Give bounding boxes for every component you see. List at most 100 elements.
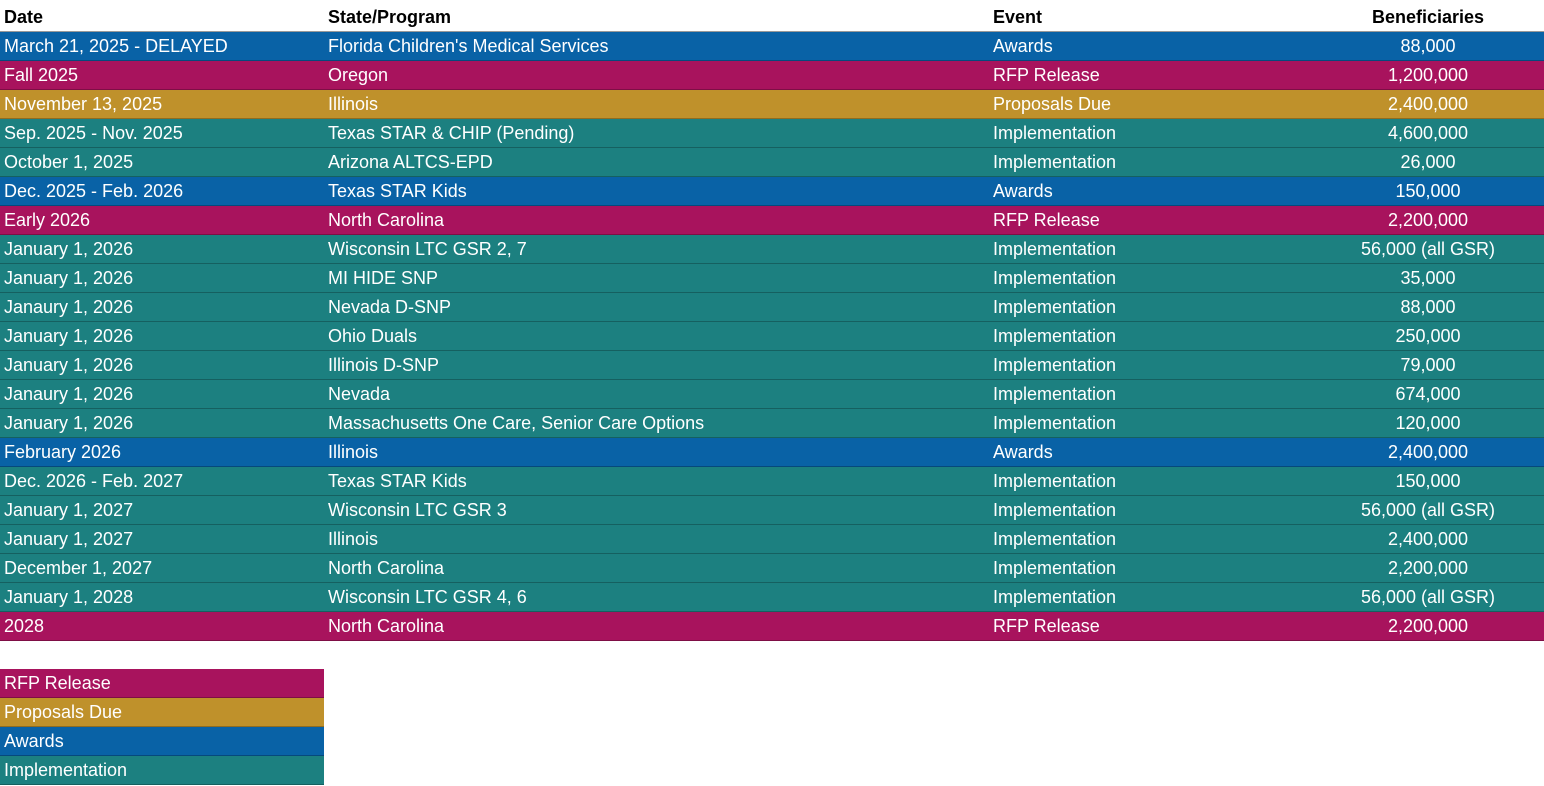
table-cell: Implementation xyxy=(993,587,1117,607)
table-cell: RFP Release xyxy=(993,210,1100,230)
table-cell: Texas STAR Kids xyxy=(328,471,467,491)
table-cell: March 21, 2025 - DELAYED xyxy=(4,36,228,56)
legend-label: Proposals Due xyxy=(4,702,123,722)
table-cell: Awards xyxy=(993,181,1053,201)
table-row: Janaury 1, 2026 Nevada Implementation 674,0… xyxy=(0,380,1544,409)
table-cell: 2028 xyxy=(4,616,45,636)
table-cell: North Carolina xyxy=(328,558,445,578)
table-row: January 1, 2026 MI HIDE SNP Implementation… xyxy=(0,264,1544,293)
table-row: March 21, 2025 - DELAYED Florida Children… xyxy=(0,32,1544,61)
header-cell: Beneficiaries xyxy=(1371,7,1485,27)
table-cell: Nevada D-SNP xyxy=(328,297,452,317)
table-row: January 1, 2027 Illinois Implementation 2,4… xyxy=(0,525,1544,554)
table-cell: Wisconsin LTC GSR 3 xyxy=(328,500,507,520)
table-cell: Wisconsin LTC GSR 4, 6 xyxy=(328,587,527,607)
table-cell: Implementation xyxy=(993,500,1117,520)
table-row: 2028 North Carolina RFP Release 2,200,000 xyxy=(0,612,1544,641)
table-row: Sep. 2025 - Nov. 2025 Texas STAR & CHIP (… xyxy=(0,119,1544,148)
table-cell: Implementation xyxy=(993,152,1117,172)
table-cell: Dec. 2025 - Feb. 2026 xyxy=(4,181,184,201)
table-cell: 674,000 xyxy=(1395,384,1461,404)
table-cell: Awards xyxy=(993,36,1053,56)
table-cell: Awards xyxy=(993,442,1053,462)
table-cell: 79,000 xyxy=(1400,355,1456,375)
table-cell: January 1, 2026 xyxy=(4,355,134,375)
table-cell: RFP Release xyxy=(993,65,1100,85)
legend-label: Implementation xyxy=(4,760,128,780)
table-row: Janaury 1, 2026 Nevada D-SNP Implementatio… xyxy=(0,293,1544,322)
table-cell: January 1, 2026 xyxy=(4,326,134,346)
table-row: January 1, 2028 Wisconsin LTC GSR 4, 6 Imp… xyxy=(0,583,1544,612)
table-row: Early 2026 North Carolina RFP Release 2,200… xyxy=(0,206,1544,235)
table-cell: Implementation xyxy=(993,558,1117,578)
table-cell: Nevada xyxy=(328,384,391,404)
table-cell: January 1, 2027 xyxy=(4,500,134,520)
table-cell: 2,200,000 xyxy=(1387,616,1469,636)
table-cell: Implementation xyxy=(993,123,1117,143)
table-cell: 120,000 xyxy=(1395,413,1461,433)
header-cell: Date xyxy=(4,7,44,27)
table-cell: North Carolina xyxy=(328,616,445,636)
table-cell: February 2026 xyxy=(4,442,122,462)
table-cell: January 1, 2026 xyxy=(4,413,134,433)
table-cell: January 1, 2027 xyxy=(4,529,134,549)
table-cell: Arizona ALTCS-EPD xyxy=(328,152,493,172)
table-cell: November 13, 2025 xyxy=(4,94,163,114)
legend-label: RFP Release xyxy=(4,673,111,693)
table-row: February 2026 Illinois Awards 2,400,000 xyxy=(0,438,1544,467)
table-cell: RFP Release xyxy=(993,616,1100,636)
table-row: Fall 2025 Oregon RFP Release 1,200,000 xyxy=(0,61,1544,90)
table-cell: Dec. 2026 - Feb. 2027 xyxy=(4,471,184,491)
table-cell: Implementation xyxy=(993,355,1117,375)
header-cell: State/Program xyxy=(328,7,452,27)
table-row: January 1, 2026 Illinois D-SNP Implementat… xyxy=(0,351,1544,380)
table-row: October 1, 2025 Arizona ALTCS-EPD Implemen… xyxy=(0,148,1544,177)
table-cell: Sep. 2025 - Nov. 2025 xyxy=(4,123,183,143)
table-cell: Massachusetts One Care, Senior Care Opti… xyxy=(328,413,705,433)
table-cell: Illinois xyxy=(328,94,379,114)
table-cell: 2,400,000 xyxy=(1387,442,1469,462)
table-cell: 2,400,000 xyxy=(1387,94,1469,114)
table-cell: Implementation xyxy=(993,413,1117,433)
table-cell: January 1, 2026 xyxy=(4,268,134,288)
legend-item: Proposals Due xyxy=(0,698,324,727)
table-row: Dec. 2025 - Feb. 2026 Texas STAR Kids Awar… xyxy=(0,177,1544,206)
table-cell: North Carolina xyxy=(328,210,445,230)
table-row: January 1, 2026 Ohio Duals Implementation 2… xyxy=(0,322,1544,351)
table-cell: 150,000 xyxy=(1395,471,1461,491)
legend-label: Awards xyxy=(4,731,64,751)
table-cell: 2,400,000 xyxy=(1387,529,1469,549)
table-cell: 4,600,000 xyxy=(1387,123,1469,143)
table-row: January 1, 2027 Wisconsin LTC GSR 3 Implem… xyxy=(0,496,1544,525)
table-cell: Florida Children's Medical Services xyxy=(328,36,609,56)
table-cell: Janaury 1, 2026 xyxy=(4,297,134,317)
table-cell: 2,200,000 xyxy=(1387,558,1469,578)
table-cell: 35,000 xyxy=(1400,268,1456,288)
table-cell: Janaury 1, 2026 xyxy=(4,384,134,404)
table-cell: Implementation xyxy=(993,239,1117,259)
table-row: November 13, 2025 Illinois Proposals Due 2,… xyxy=(0,90,1544,119)
table-cell: October 1, 2025 xyxy=(4,152,134,172)
table-cell: Early 2026 xyxy=(4,210,91,230)
table-cell: Illinois xyxy=(328,529,379,549)
table-cell: Implementation xyxy=(993,326,1117,346)
header-row: Date State/Program Event Beneficiaries xyxy=(0,0,1544,32)
table-cell: January 1, 2026 xyxy=(4,239,134,259)
table-cell: 88,000 xyxy=(1400,36,1456,56)
table-row: December 1, 2027 North Carolina Implementa… xyxy=(0,554,1544,583)
table-cell: 250,000 xyxy=(1395,326,1461,346)
table-cell: December 1, 2027 xyxy=(4,558,153,578)
legend-item: Implementation xyxy=(0,756,324,785)
table-row: January 1, 2026 Wisconsin LTC GSR 2, 7 Imp… xyxy=(0,235,1544,264)
table-cell: Wisconsin LTC GSR 2, 7 xyxy=(328,239,527,259)
table-cell: 2,200,000 xyxy=(1387,210,1469,230)
table-cell: Implementation xyxy=(993,297,1117,317)
legend-item: RFP Release xyxy=(0,669,324,698)
table-row: Dec. 2026 - Feb. 2027 Texas STAR Kids Impl… xyxy=(0,467,1544,496)
table-cell: 1,200,000 xyxy=(1387,65,1469,85)
table-cell: Oregon xyxy=(328,65,389,85)
table-row: January 1, 2026 Massachusetts One Care, S… xyxy=(0,409,1544,438)
table-cell: Illinois xyxy=(328,442,379,462)
table-cell: Ohio Duals xyxy=(328,326,418,346)
